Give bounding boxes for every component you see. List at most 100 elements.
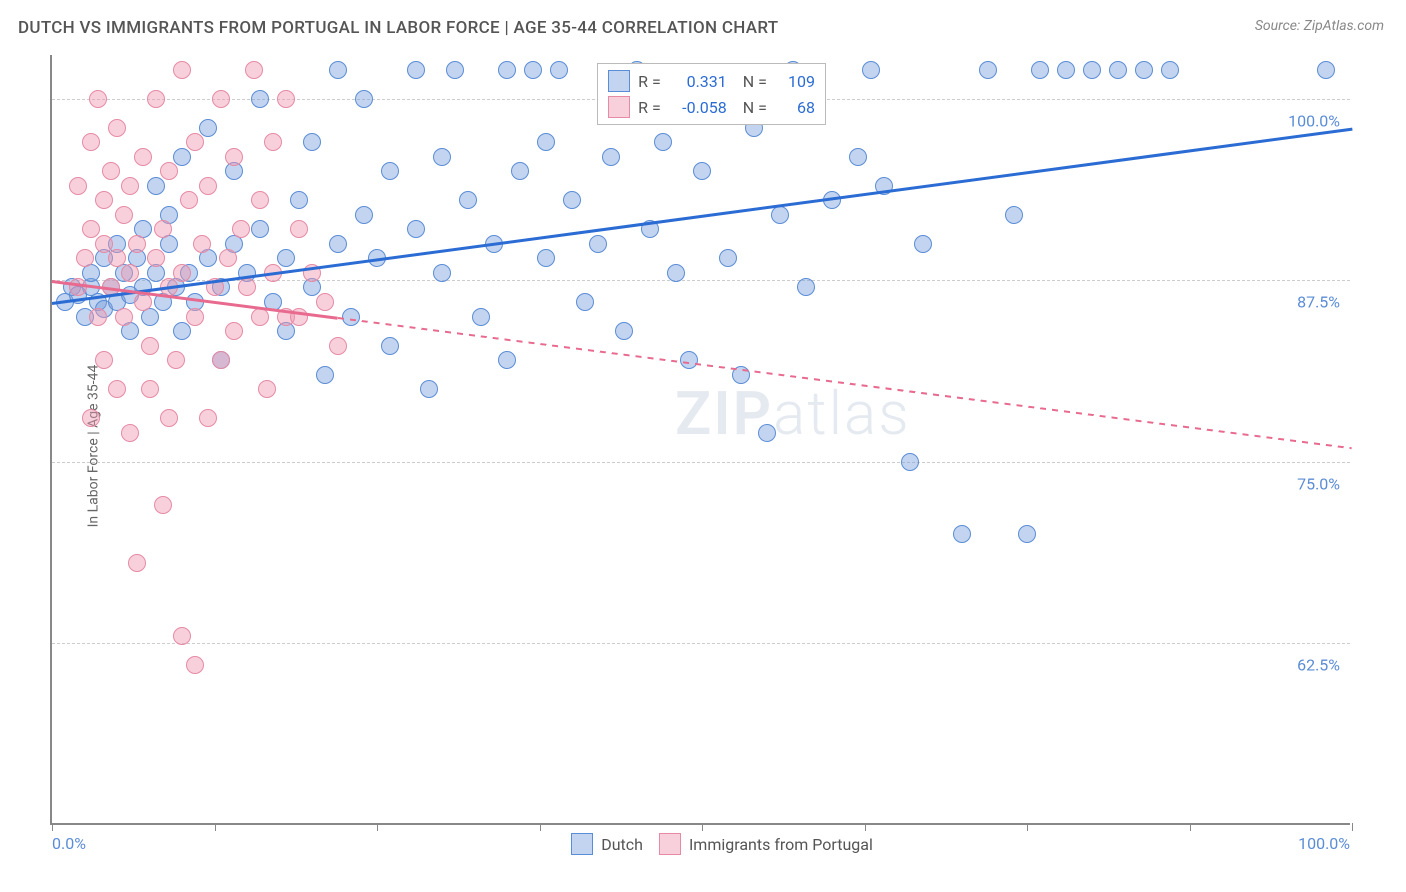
x-tick: [215, 823, 216, 831]
scatter-point: [186, 308, 204, 326]
legend-item: Dutch: [571, 833, 643, 855]
scatter-point: [680, 351, 698, 369]
scatter-point: [154, 220, 172, 238]
scatter-point: [290, 220, 308, 238]
scatter-point: [82, 220, 100, 238]
x-tick: [540, 823, 541, 831]
scatter-point: [173, 61, 191, 79]
x-tick: [1352, 823, 1353, 831]
scatter-point: [342, 308, 360, 326]
scatter-point: [134, 148, 152, 166]
scatter-point: [797, 278, 815, 296]
scatter-point: [141, 380, 159, 398]
scatter-point: [1109, 61, 1127, 79]
y-tick-label: 100.0%: [1288, 111, 1340, 130]
scatter-point: [245, 61, 263, 79]
scatter-point: [1018, 525, 1036, 543]
scatter-point: [277, 90, 295, 108]
scatter-point: [329, 337, 347, 355]
scatter-point: [472, 308, 490, 326]
scatter-point: [654, 133, 672, 151]
scatter-point: [134, 293, 152, 311]
scatter-point: [719, 249, 737, 267]
scatter-point: [212, 90, 230, 108]
scatter-point: [69, 278, 87, 296]
scatter-point: [232, 220, 250, 238]
legend-swatch: [659, 833, 681, 855]
scatter-point: [186, 656, 204, 674]
scatter-point: [355, 206, 373, 224]
x-tick: [1190, 823, 1191, 831]
x-axis-max-label: 100.0%: [1298, 834, 1350, 853]
scatter-point: [121, 424, 139, 442]
scatter-point: [180, 191, 198, 209]
scatter-point: [160, 409, 178, 427]
scatter-point: [212, 351, 230, 369]
scatter-point: [407, 61, 425, 79]
x-tick: [702, 823, 703, 831]
scatter-point: [381, 162, 399, 180]
gridline: [52, 643, 1350, 644]
legend-stats-row: R =0.331N =109: [608, 68, 815, 94]
scatter-point: [277, 249, 295, 267]
scatter-point: [76, 249, 94, 267]
scatter-point: [316, 366, 334, 384]
scatter-point: [173, 148, 191, 166]
scatter-point: [433, 148, 451, 166]
legend-r-value: 0.331: [669, 72, 727, 91]
scatter-point: [108, 119, 126, 137]
scatter-point: [199, 409, 217, 427]
scatter-point: [115, 308, 133, 326]
scatter-point: [251, 308, 269, 326]
scatter-point: [147, 90, 165, 108]
scatter-point: [589, 235, 607, 253]
scatter-point: [953, 525, 971, 543]
watermark: ZIPatlas: [675, 378, 911, 449]
scatter-point: [459, 191, 477, 209]
scatter-point: [89, 308, 107, 326]
legend-label: Dutch: [601, 835, 643, 854]
x-tick: [377, 823, 378, 831]
scatter-point: [128, 554, 146, 572]
scatter-point: [498, 61, 516, 79]
scatter-point: [849, 148, 867, 166]
scatter-point: [173, 322, 191, 340]
scatter-point: [1161, 61, 1179, 79]
scatter-point: [167, 351, 185, 369]
scatter-point: [82, 409, 100, 427]
x-tick: [865, 823, 866, 831]
scatter-point: [1083, 61, 1101, 79]
legend-stats: R =0.331N =109R =-0.058N =68: [597, 63, 826, 125]
scatter-point: [121, 177, 139, 195]
scatter-point: [108, 249, 126, 267]
scatter-point: [914, 235, 932, 253]
scatter-point: [199, 177, 217, 195]
legend-r-label: R =: [638, 72, 661, 91]
scatter-point: [1031, 61, 1049, 79]
legend-label: Immigrants from Portugal: [689, 835, 873, 854]
scatter-point: [303, 133, 321, 151]
trend-line: [52, 128, 1352, 305]
trend-line: [338, 317, 1352, 449]
scatter-point: [219, 249, 237, 267]
scatter-point: [89, 90, 107, 108]
legend-n-label: N =: [743, 72, 767, 91]
x-tick: [1027, 823, 1028, 831]
legend-stats-row: R =-0.058N =68: [608, 94, 815, 120]
scatter-point: [121, 264, 139, 282]
scatter-point: [225, 322, 243, 340]
scatter-point: [173, 264, 191, 282]
scatter-point: [667, 264, 685, 282]
scatter-point: [128, 235, 146, 253]
scatter-point: [576, 293, 594, 311]
scatter-point: [147, 177, 165, 195]
scatter-point: [979, 61, 997, 79]
scatter-point: [524, 61, 542, 79]
scatter-point: [251, 220, 269, 238]
scatter-point: [537, 133, 555, 151]
scatter-point: [901, 453, 919, 471]
scatter-point: [1317, 61, 1335, 79]
scatter-point: [537, 249, 555, 267]
legend-swatch: [571, 833, 593, 855]
scatter-point: [615, 322, 633, 340]
